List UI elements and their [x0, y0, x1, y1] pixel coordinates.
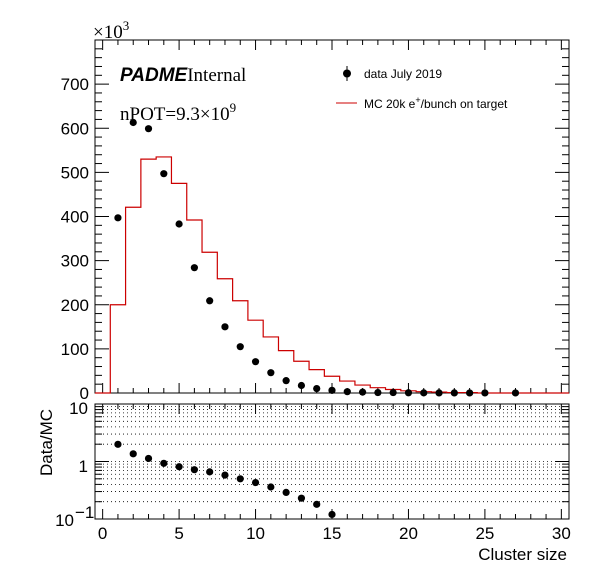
main-panel: 0 100 200 300 400 500 600 700 ×103 PADMEInterna…	[61, 18, 570, 403]
legend-mc-label: MC 20k e+/bunch on target	[364, 95, 508, 111]
data-point	[328, 386, 336, 394]
x-tick-label: 20	[399, 524, 418, 543]
data-point	[313, 384, 321, 393]
data-point	[175, 220, 183, 228]
ratio-point	[144, 454, 153, 463]
data-point	[435, 389, 443, 397]
data-point	[466, 389, 474, 397]
y-multiplier-label: ×103	[93, 18, 129, 43]
ratio-ytick-label-0p1: 10	[55, 511, 74, 530]
ratio-axis-ticks	[95, 403, 569, 520]
main-ytick-label: 0	[80, 384, 89, 403]
data-point	[190, 264, 198, 272]
ratio-point	[221, 471, 229, 479]
main-ytick-label: 700	[61, 75, 89, 94]
ratio-point	[175, 463, 183, 471]
data-point	[282, 377, 290, 385]
ratio-ytick-label-1: 1	[79, 457, 88, 476]
ratio-point	[251, 478, 260, 487]
mc-histogram-line	[95, 156, 569, 394]
data-point	[221, 323, 229, 331]
main-ytick-label: 600	[61, 119, 89, 138]
ratio-point	[236, 475, 244, 483]
ratio-ytick-label-10: 10	[69, 399, 88, 418]
data-point	[389, 388, 397, 397]
main-ytick-label: 100	[61, 340, 89, 359]
ratio-point	[129, 450, 137, 458]
y-axis-title-ratio: Data/MC	[37, 409, 56, 476]
main-frame	[94, 39, 570, 394]
data-series	[114, 118, 520, 397]
x-tick-label: 15	[323, 524, 342, 543]
ratio-point	[328, 510, 336, 519]
data-point	[114, 214, 122, 222]
data-point	[404, 389, 413, 397]
ratio-grid	[95, 403, 569, 503]
ratio-point	[267, 483, 275, 491]
main-axis-ticks	[95, 39, 569, 394]
data-point	[450, 389, 458, 397]
ratio-point	[190, 466, 198, 474]
ratio-point	[160, 459, 168, 467]
x-tick-labels: 0 5 10 15 20 25 30	[98, 524, 571, 543]
main-ytick-label: 400	[61, 208, 89, 227]
ratio-series	[114, 440, 336, 519]
data-point	[481, 389, 489, 397]
x-tick-label: 30	[552, 524, 571, 543]
data-point	[206, 297, 214, 305]
main-ytick-label: 200	[61, 296, 89, 315]
ratio-point	[206, 468, 214, 476]
data-point	[160, 170, 168, 178]
x-tick-label: 10	[246, 524, 265, 543]
data-point	[267, 369, 275, 377]
data-point	[297, 381, 306, 390]
data-point	[236, 343, 244, 351]
ratio-point	[297, 494, 306, 502]
x-tick-label: 5	[174, 524, 183, 543]
ratio-point	[313, 500, 321, 508]
main-ytick-label: 500	[61, 163, 89, 182]
data-point	[374, 388, 382, 397]
x-axis-title: Cluster size	[478, 545, 567, 564]
ratio-panel: 10 1 10 −1 0 5 10 15 20 25 30 Cluster size Dat…	[37, 399, 571, 564]
data-point	[420, 389, 428, 397]
legend: data July 2019 MC 20k e+/bunch on target	[336, 66, 508, 111]
main-y-tick-labels: 0 100 200 300 400 500 600 700	[61, 75, 89, 403]
ratio-ytick-label-0p1-exp: −1	[75, 503, 94, 522]
data-point	[358, 388, 367, 396]
data-point	[251, 358, 260, 366]
experiment-label: PADMEInternal	[120, 65, 246, 86]
data-point	[129, 118, 137, 127]
data-point	[511, 389, 520, 397]
npot-label: nPOT=9.3×109	[120, 100, 236, 125]
legend-data-label: data July 2019	[364, 67, 442, 81]
mc-series	[95, 156, 569, 394]
legend-data-marker	[343, 69, 351, 78]
main-ytick-label: 300	[61, 252, 89, 271]
x-tick-label: 25	[475, 524, 494, 543]
ratio-point	[114, 440, 122, 448]
ratio-point	[282, 488, 290, 497]
data-point	[343, 388, 351, 396]
x-tick-label: 0	[98, 524, 107, 543]
data-point	[144, 125, 153, 133]
